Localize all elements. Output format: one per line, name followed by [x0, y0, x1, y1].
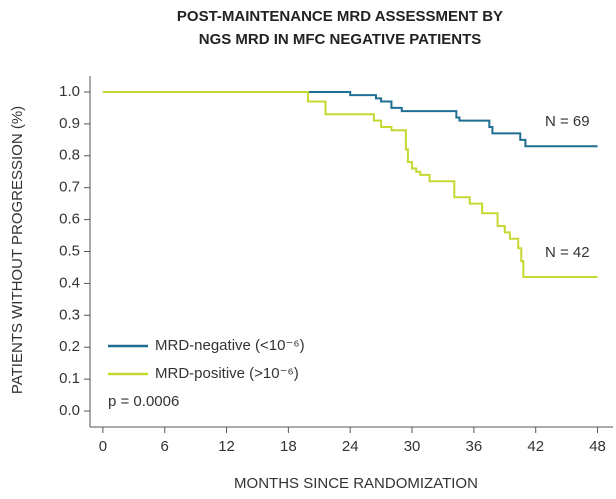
annotation: N = 42 [545, 244, 590, 261]
y-tick-label: 0.4 [59, 274, 80, 291]
x-axis-label: MONTHS SINCE RANDOMIZATION [234, 475, 478, 492]
chart-title: POST-MAINTENANCE MRD ASSESSMENT BY [177, 8, 503, 25]
y-tick-label: 0.2 [59, 338, 80, 355]
x-tick-label: 0 [99, 438, 107, 455]
survival-curve [102, 90, 598, 279]
x-tick-label: 12 [218, 438, 235, 455]
y-tick-label: 0.7 [59, 179, 80, 196]
y-tick-label: 0.3 [59, 306, 80, 323]
y-tick-label: 1.0 [59, 83, 80, 100]
legend-label: MRD-negative (<10⁻⁶) [155, 337, 305, 354]
y-tick-label: 0.1 [59, 370, 80, 387]
y-tick-label: 0.9 [59, 115, 80, 132]
annotation: N = 69 [545, 113, 590, 130]
x-tick-label: 36 [466, 438, 483, 455]
y-tick-label: 0.0 [59, 402, 80, 419]
y-tick-label: 0.8 [59, 147, 80, 164]
x-tick-label: 48 [589, 438, 606, 455]
y-tick-label: 0.5 [59, 242, 80, 259]
x-tick-label: 24 [342, 438, 359, 455]
legend-label: MRD-positive (>10⁻⁶) [155, 365, 299, 382]
survival-curve [102, 90, 598, 148]
x-tick-label: 6 [161, 438, 169, 455]
y-axis-label: PATIENTS WITHOUT PROGRESSION (%) [9, 106, 26, 394]
y-tick-label: 0.6 [59, 211, 80, 228]
x-tick-label: 18 [280, 438, 297, 455]
x-tick-label: 42 [527, 438, 544, 455]
x-tick-label: 30 [404, 438, 421, 455]
chart-title: NGS MRD IN MFC NEGATIVE PATIENTS [199, 31, 482, 48]
annotation: p = 0.0006 [108, 393, 179, 410]
